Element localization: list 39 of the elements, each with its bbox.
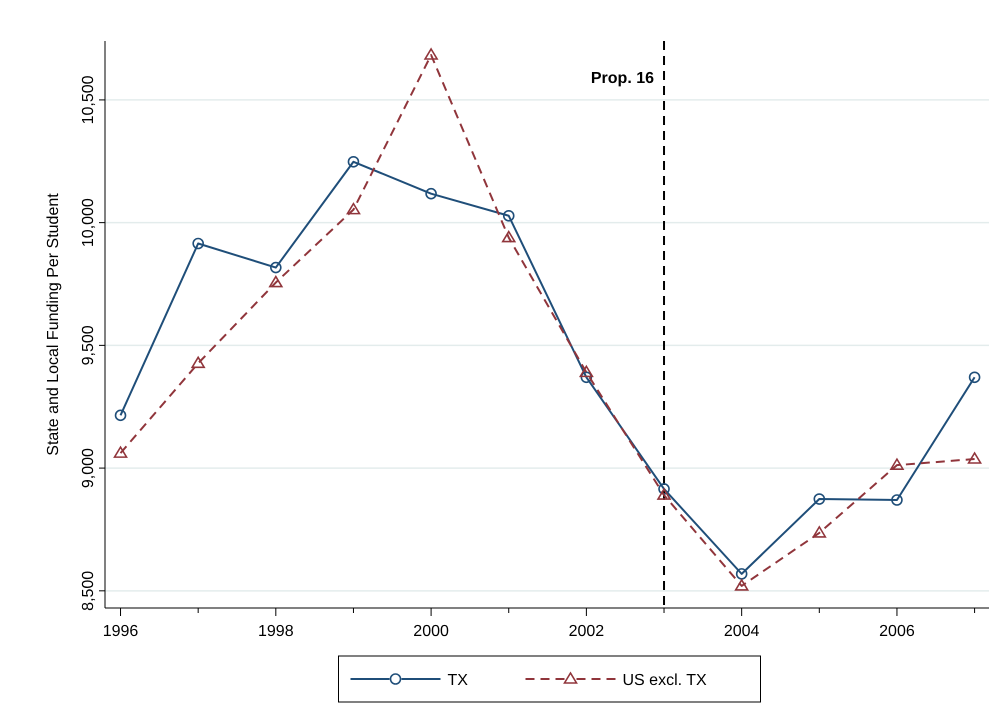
y-tick-label: 8,500 bbox=[80, 570, 97, 611]
x-tick-label: 2002 bbox=[568, 623, 604, 640]
point bbox=[968, 371, 980, 384]
point bbox=[734, 579, 748, 591]
point bbox=[580, 371, 592, 384]
y-tick-label: 9,500 bbox=[80, 325, 97, 366]
x-tick-label: 2004 bbox=[724, 623, 760, 640]
point bbox=[580, 366, 594, 378]
point bbox=[814, 493, 826, 505]
point bbox=[890, 458, 904, 470]
point bbox=[658, 483, 670, 495]
y-tick-label: 9,000 bbox=[80, 448, 97, 488]
x-tick-label: 2000 bbox=[413, 623, 449, 640]
point bbox=[192, 238, 204, 250]
point bbox=[968, 452, 982, 464]
point bbox=[114, 410, 126, 422]
legend-label: TX bbox=[448, 672, 468, 689]
point bbox=[191, 356, 205, 368]
ref-line-label: Prop. 16 bbox=[590, 70, 654, 87]
point bbox=[812, 526, 826, 538]
x-tick-label: 1998 bbox=[258, 623, 294, 640]
x-tick-label: 1996 bbox=[102, 623, 138, 640]
point bbox=[346, 202, 360, 214]
x-tick-label: 2006 bbox=[879, 623, 915, 640]
point bbox=[269, 276, 283, 288]
point bbox=[348, 156, 360, 168]
point bbox=[736, 568, 748, 580]
point bbox=[891, 494, 903, 506]
point bbox=[270, 262, 282, 274]
point bbox=[502, 230, 516, 242]
y-axis-title: State and Local Funding Per Student bbox=[45, 192, 62, 456]
point bbox=[657, 488, 671, 500]
point bbox=[502, 210, 515, 222]
point bbox=[114, 446, 128, 458]
legend-label: US excl. TX bbox=[622, 672, 707, 689]
y-tick-label: 10,500 bbox=[80, 75, 97, 124]
y-tick-label: 10,000 bbox=[80, 198, 97, 248]
point bbox=[425, 188, 437, 200]
point bbox=[424, 48, 438, 60]
